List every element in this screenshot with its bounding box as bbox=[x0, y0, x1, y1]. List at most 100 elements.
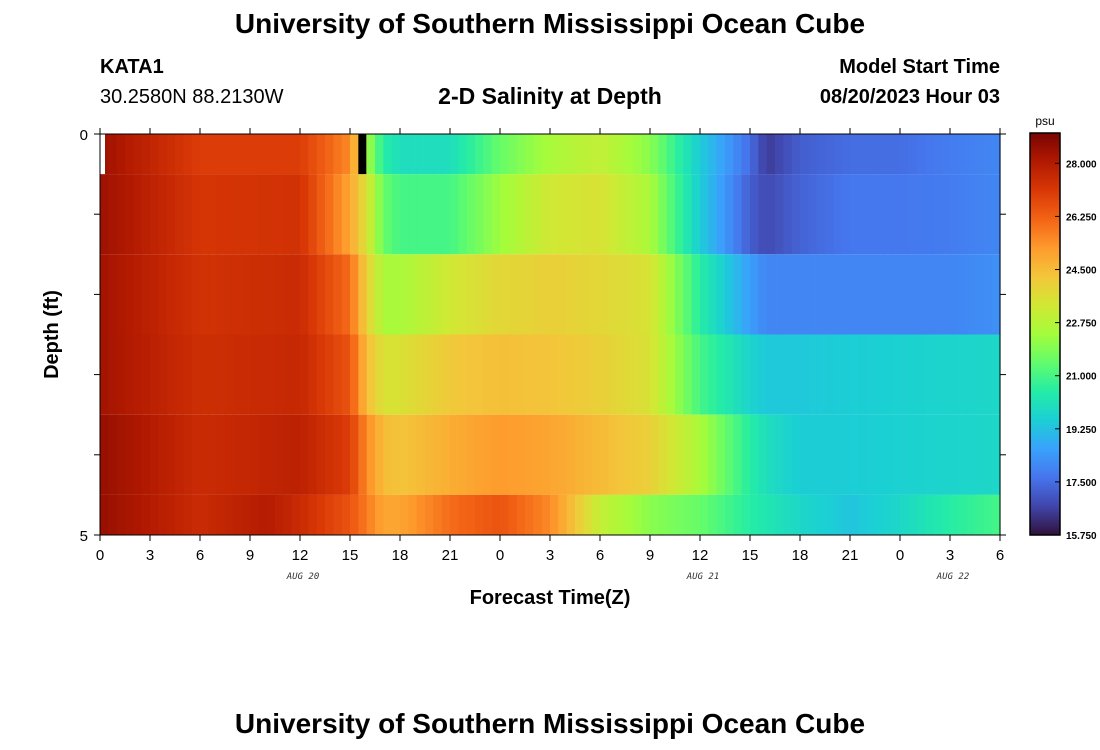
heatmap-cell bbox=[616, 414, 626, 495]
heatmap-cell bbox=[591, 494, 601, 535]
heatmap-cell bbox=[441, 254, 451, 335]
heatmap-cell bbox=[258, 334, 268, 415]
heatmap-cell bbox=[891, 334, 901, 415]
heatmap-cell bbox=[966, 134, 976, 175]
heatmap-cell bbox=[458, 334, 468, 415]
colorbar-tick-label: 28.000 bbox=[1066, 159, 1097, 170]
heatmap-cell bbox=[766, 174, 776, 255]
heatmap-cell bbox=[491, 414, 501, 495]
heatmap-cell bbox=[825, 414, 834, 495]
heatmap-cell bbox=[616, 334, 626, 415]
heatmap-cell bbox=[633, 134, 643, 175]
heatmap-cell bbox=[150, 134, 159, 175]
heatmap-cell bbox=[991, 254, 1001, 335]
heatmap-cell bbox=[208, 134, 218, 175]
heatmap-cell bbox=[633, 334, 643, 415]
heatmap-marker-missing bbox=[100, 134, 105, 175]
heatmap-cell bbox=[141, 134, 151, 175]
heatmap-cell bbox=[516, 414, 526, 495]
heatmap-cell bbox=[133, 494, 143, 535]
heatmap-cell bbox=[858, 174, 868, 255]
heatmap-cell bbox=[841, 134, 851, 175]
heatmap-cell bbox=[783, 334, 793, 415]
heatmap-cell bbox=[391, 254, 401, 335]
heatmap-cell bbox=[883, 134, 893, 175]
heatmap-cell bbox=[616, 134, 626, 175]
heatmap-cell bbox=[591, 334, 601, 415]
heatmap-cell bbox=[983, 174, 993, 255]
heatmap-cell bbox=[300, 494, 309, 535]
heatmap-cell bbox=[166, 254, 176, 335]
heatmap-cell bbox=[433, 134, 443, 175]
heatmap-cell bbox=[716, 334, 726, 415]
heatmap-cell bbox=[125, 254, 134, 335]
heatmap-cell bbox=[208, 494, 218, 535]
heatmap-cell bbox=[325, 494, 334, 535]
heatmap-cell bbox=[483, 414, 493, 495]
heatmap-cell bbox=[700, 134, 709, 175]
heatmap-cell bbox=[375, 134, 384, 175]
heatmap-cell bbox=[491, 174, 501, 255]
heatmap-cell bbox=[300, 414, 309, 495]
heatmap-cell bbox=[758, 494, 768, 535]
heatmap-cell bbox=[466, 174, 476, 255]
heatmap-cell bbox=[191, 174, 201, 255]
heatmap-cell bbox=[258, 494, 268, 535]
heatmap-cell bbox=[225, 254, 234, 335]
heatmap-cell bbox=[983, 254, 993, 335]
heatmap-cell bbox=[275, 174, 284, 255]
heatmap-cell bbox=[350, 414, 359, 495]
heatmap-cell bbox=[183, 414, 193, 495]
heatmap-cell bbox=[108, 134, 118, 175]
heatmap-cell bbox=[475, 174, 484, 255]
heatmap-cell bbox=[500, 254, 509, 335]
heatmap-cell bbox=[191, 134, 201, 175]
heatmap-cell bbox=[391, 414, 401, 495]
heatmap-cell bbox=[966, 494, 976, 535]
heatmap-cell bbox=[941, 334, 951, 415]
heatmap-cell bbox=[508, 254, 518, 335]
heatmap-cell bbox=[216, 254, 226, 335]
x-tick-label: 0 bbox=[96, 547, 104, 564]
heatmap-cell bbox=[525, 174, 534, 255]
heatmap-cell bbox=[641, 174, 651, 255]
heatmap-cell bbox=[375, 174, 384, 255]
heatmap-cell bbox=[633, 414, 643, 495]
heatmap-cell bbox=[675, 494, 684, 535]
date-label: AUG 22 bbox=[936, 572, 970, 582]
heatmap-cell bbox=[200, 134, 209, 175]
heatmap-cell bbox=[550, 414, 559, 495]
heatmap-cell bbox=[675, 174, 684, 255]
heatmap-cell bbox=[800, 414, 809, 495]
heatmap-cell bbox=[708, 174, 718, 255]
heatmap-cell bbox=[850, 174, 859, 255]
heatmap-cell bbox=[958, 134, 968, 175]
heatmap-cell bbox=[500, 494, 509, 535]
heatmap-cell bbox=[741, 254, 751, 335]
heatmap-cell bbox=[166, 414, 176, 495]
colorbar-tick-label: 19.250 bbox=[1066, 425, 1097, 436]
heatmap-cell bbox=[600, 254, 609, 335]
heatmap-cell bbox=[216, 494, 226, 535]
heatmap-cell bbox=[425, 254, 434, 335]
heatmap-cell bbox=[658, 254, 668, 335]
heatmap-cell bbox=[500, 414, 509, 495]
heatmap-cell bbox=[633, 254, 643, 335]
heatmap-cell bbox=[783, 414, 793, 495]
heatmap-cell bbox=[333, 174, 343, 255]
heatmap-cell bbox=[900, 334, 909, 415]
heatmap-cell bbox=[591, 414, 601, 495]
heatmap-cell bbox=[383, 134, 393, 175]
heatmap-cell bbox=[716, 414, 726, 495]
model-start-label: Model Start Time bbox=[839, 56, 1000, 78]
heatmap-cell bbox=[850, 134, 859, 175]
heatmap-cell bbox=[908, 174, 918, 255]
heatmap-cell bbox=[733, 174, 743, 255]
heatmap-cell bbox=[125, 174, 134, 255]
heatmap-cell bbox=[316, 174, 326, 255]
heatmap-cell bbox=[150, 414, 159, 495]
heatmap-cell bbox=[741, 334, 751, 415]
heatmap-cell bbox=[833, 134, 843, 175]
heatmap-cell bbox=[233, 334, 243, 415]
y-tick-label: 5 bbox=[80, 528, 88, 545]
